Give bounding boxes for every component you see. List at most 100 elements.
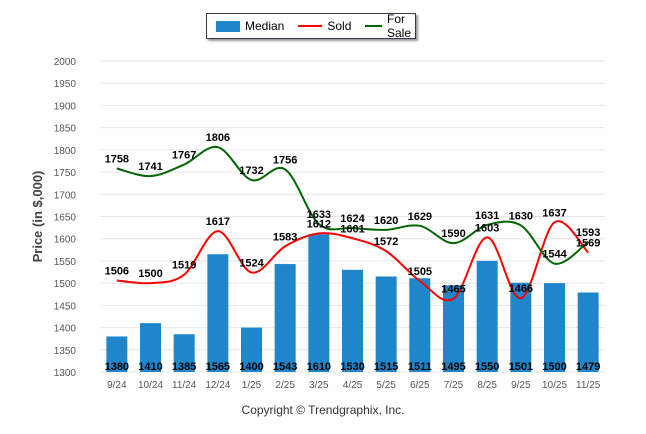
bar-median xyxy=(476,260,498,372)
y-tick-label: 1550 xyxy=(54,257,77,268)
data-label-for-sale: 1629 xyxy=(408,211,432,223)
y-tick-label: 2000 xyxy=(54,57,77,68)
data-label-sold: 1603 xyxy=(475,222,499,234)
y-tick-label: 1800 xyxy=(54,146,77,157)
data-label-median: 1610 xyxy=(307,361,331,373)
bar-median xyxy=(375,276,397,372)
x-tick-label: 9/25 xyxy=(511,380,531,391)
data-label-sold: 1572 xyxy=(374,236,398,248)
data-label-median: 1380 xyxy=(105,361,129,373)
for-sale-swatch xyxy=(365,25,382,27)
legend-item-sold[interactable]: Sold xyxy=(298,19,351,33)
x-tick-label: 11/25 xyxy=(576,380,601,391)
y-tick-label: 1750 xyxy=(54,168,77,179)
data-label-sold: 1500 xyxy=(138,268,162,280)
line-sold xyxy=(116,220,589,302)
data-label-for-sale: 1630 xyxy=(509,210,533,222)
median-swatch xyxy=(216,20,240,32)
legend-item-median[interactable]: Median xyxy=(216,19,284,33)
y-tick-label: 1500 xyxy=(54,279,77,290)
data-label-sold: 1524 xyxy=(239,257,264,269)
bar-median xyxy=(140,323,161,372)
data-label-median: 1479 xyxy=(576,361,600,373)
legend-item-for-sale[interactable]: For Sale xyxy=(365,12,418,40)
data-label-for-sale: 1758 xyxy=(105,154,129,166)
bar-median xyxy=(409,278,431,372)
data-label-median: 1550 xyxy=(475,361,499,373)
data-label-for-sale: 1631 xyxy=(475,210,499,222)
y-axis-label: Price (in $,000) xyxy=(30,171,45,263)
data-label-median: 1410 xyxy=(138,361,162,373)
data-label-for-sale: 1544 xyxy=(542,249,567,261)
data-label-for-sale: 1620 xyxy=(374,215,398,227)
x-tick-label: 12/24 xyxy=(205,380,230,391)
y-tick-label: 1850 xyxy=(54,124,77,135)
y-tick-label: 1700 xyxy=(54,190,77,201)
x-tick-label: 7/25 xyxy=(444,380,464,391)
data-label-for-sale: 1624 xyxy=(340,213,365,225)
data-label-median: 1515 xyxy=(374,361,398,373)
data-label-sold: 1612 xyxy=(307,218,331,230)
x-tick-label: 5/25 xyxy=(376,380,396,391)
data-label-sold: 1637 xyxy=(542,207,566,219)
y-tick-label: 1400 xyxy=(54,324,77,335)
bar-median xyxy=(241,327,262,372)
copyright: Copyright © Trendgraphix, Inc. xyxy=(241,403,405,417)
y-tick-label: 1650 xyxy=(54,213,77,224)
y-tick-label: 1950 xyxy=(54,79,77,90)
legend: Median Sold For Sale xyxy=(206,12,418,40)
bar-median xyxy=(173,334,195,372)
bar-median xyxy=(274,264,296,372)
data-label-for-sale: 1732 xyxy=(239,165,263,177)
data-label-for-sale: 1767 xyxy=(172,150,196,162)
x-tick-label: 10/24 xyxy=(138,380,163,391)
data-label-sold: 1465 xyxy=(441,284,465,296)
line-for-sale xyxy=(116,145,589,265)
y-tick-label: 1900 xyxy=(54,101,77,112)
data-label-sold: 1505 xyxy=(408,266,432,278)
y-tick-label: 1350 xyxy=(54,346,77,357)
data-label-median: 1530 xyxy=(340,361,364,373)
x-tick-label: 4/25 xyxy=(343,380,363,391)
x-tick-label: 9/24 xyxy=(107,380,127,391)
data-label-sold: 1569 xyxy=(576,237,600,249)
bar-median xyxy=(342,269,363,372)
bar-median xyxy=(443,285,464,372)
bar-median xyxy=(207,254,229,372)
data-label-median: 1385 xyxy=(172,361,196,373)
data-label-for-sale: 1806 xyxy=(206,132,230,144)
data-label-sold: 1466 xyxy=(509,283,533,295)
data-label-median: 1565 xyxy=(206,361,230,373)
data-label-sold: 1519 xyxy=(172,260,196,272)
data-label-median: 1543 xyxy=(273,361,297,373)
data-label-sold: 1601 xyxy=(340,223,364,235)
sold-swatch xyxy=(298,25,323,27)
y-tick-label: 1300 xyxy=(54,368,77,379)
x-tick-label: 11/24 xyxy=(172,380,197,391)
data-label-for-sale: 1590 xyxy=(441,228,465,240)
data-label-median: 1501 xyxy=(509,361,533,373)
data-label-median: 1400 xyxy=(239,361,263,373)
x-tick-label: 1/25 xyxy=(242,380,262,391)
data-label-for-sale: 1756 xyxy=(273,154,297,166)
bar-median xyxy=(544,283,565,372)
data-label-sold: 1506 xyxy=(105,265,129,277)
bar-median xyxy=(510,282,532,372)
data-label-sold: 1617 xyxy=(206,216,230,228)
y-tick-label: 1600 xyxy=(54,235,77,246)
y-tick-label: 1450 xyxy=(54,301,77,312)
data-label-median: 1495 xyxy=(441,361,465,373)
bar-median xyxy=(308,234,330,372)
bar-median xyxy=(577,292,599,372)
data-label-for-sale: 1593 xyxy=(576,227,600,239)
bar-median xyxy=(106,336,128,372)
x-tick-label: 6/25 xyxy=(410,380,430,391)
x-tick-label: 8/25 xyxy=(477,380,497,391)
data-label-median: 1511 xyxy=(408,361,432,373)
x-tick-label: 10/25 xyxy=(542,380,567,391)
data-label-median: 1500 xyxy=(542,361,566,373)
data-label-sold: 1583 xyxy=(273,231,297,243)
data-label-for-sale: 1741 xyxy=(138,161,162,173)
data-label-for-sale: 1633 xyxy=(307,209,331,221)
